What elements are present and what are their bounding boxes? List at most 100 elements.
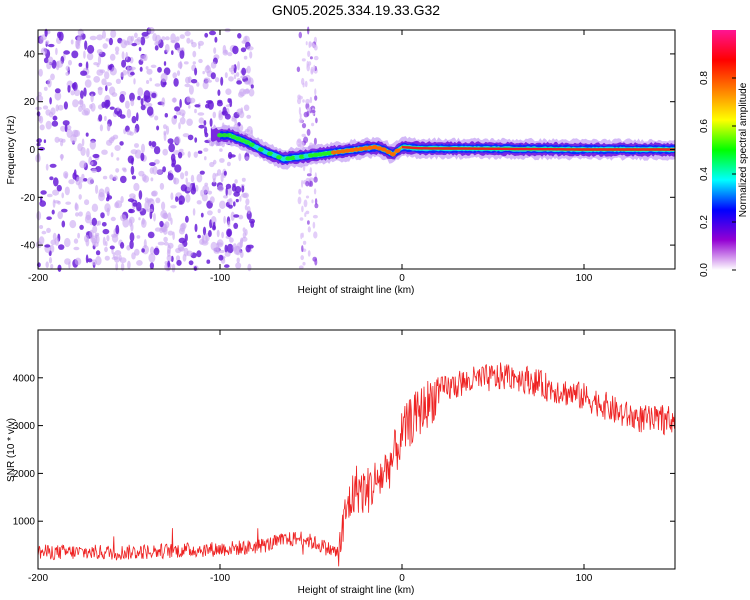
noise-blob: [242, 88, 250, 95]
noise-blob: [36, 142, 41, 147]
noise-blob: [73, 238, 79, 244]
noise-blob: [177, 151, 183, 159]
noise-blob: [130, 165, 135, 175]
noise-blob: [140, 36, 146, 46]
noise-blob: [242, 227, 246, 233]
noise-blob: [58, 31, 64, 41]
noise-blob: [193, 151, 198, 158]
noise-blob: [127, 155, 135, 164]
noise-blob: [50, 264, 54, 269]
noise-blob: [204, 32, 209, 38]
noise-blob: [181, 222, 187, 229]
noise-blob: [202, 226, 207, 236]
ridge-spot: [330, 150, 337, 155]
noise-blob: [223, 170, 227, 176]
noise-blob: [224, 264, 230, 268]
noise-blob: [60, 153, 64, 161]
noise-blob: [128, 208, 133, 213]
noise-blob: [57, 104, 64, 111]
noise-blob: [309, 78, 315, 82]
noise-blob: [315, 117, 318, 124]
noise-blob: [175, 255, 181, 262]
noise-blob: [54, 88, 61, 94]
noise-blob: [125, 51, 128, 61]
noise-blob: [244, 80, 251, 85]
noise-blob: [120, 262, 125, 272]
noise-blob: [80, 70, 88, 76]
noise-blob: [194, 67, 198, 76]
y-tick-label: 40: [24, 49, 36, 60]
noise-blob: [43, 86, 48, 91]
x-tick-label: 100: [576, 273, 593, 284]
noise-blob: [303, 199, 308, 208]
noise-blob: [148, 253, 156, 263]
noise-blob: [201, 193, 208, 202]
noise-blob: [311, 122, 315, 127]
colorbar-tick-label: 0.2: [699, 215, 710, 229]
noise-blob: [120, 242, 125, 249]
noise-blob: [84, 234, 89, 243]
colorbar-tick-label: 0.6: [699, 119, 710, 133]
noise-blob: [141, 143, 145, 153]
noise-blob: [45, 120, 52, 130]
noise-blob: [179, 34, 185, 39]
noise-blob: [148, 140, 152, 147]
noise-blob: [301, 58, 306, 62]
snr-plot-area: [38, 330, 675, 569]
noise-blob: [231, 185, 237, 192]
noise-blob: [197, 234, 201, 239]
noise-blob: [314, 258, 318, 266]
noise-blob: [140, 55, 146, 62]
noise-blob: [155, 34, 162, 45]
spectrogram-y-ticks: -40 -20 0 20 40: [21, 49, 675, 252]
noise-blob: [235, 198, 239, 203]
ridge-spot: [235, 136, 242, 141]
noise-blob: [129, 232, 135, 242]
snr-frame: [37, 329, 676, 570]
noise-blob: [138, 47, 142, 52]
noise-blob: [120, 196, 124, 203]
noise-blob: [71, 50, 79, 59]
noise-blob: [127, 260, 131, 270]
noise-blob: [219, 158, 225, 163]
x-tick-label: -200: [28, 573, 48, 584]
noise-blob: [46, 227, 51, 233]
noise-blob: [150, 177, 154, 182]
colorbar-ticks: 0.0 0.2 0.4 0.6 0.8: [699, 71, 736, 277]
noise-blob: [238, 214, 244, 220]
noise-blob: [133, 78, 136, 85]
ridge-spot: [367, 145, 374, 150]
noise-blob: [216, 229, 220, 238]
noise-blob: [114, 145, 121, 151]
spectrogram-y-axis-label: Frequency (Hz): [6, 116, 17, 185]
noise-blob: [144, 197, 149, 203]
noise-blob: [91, 168, 98, 173]
noise-blob: [227, 52, 233, 57]
noise-blob: [167, 230, 174, 236]
noise-blob: [206, 64, 210, 71]
noise-blob: [240, 107, 244, 113]
noise-blob: [307, 250, 311, 257]
noise-blob: [204, 132, 209, 138]
noise-blob: [227, 98, 231, 103]
noise-blob: [228, 197, 233, 206]
noise-blob: [185, 193, 191, 203]
noise-blob: [211, 181, 217, 187]
noise-blob: [137, 87, 144, 97]
noise-blob: [110, 152, 114, 158]
noise-blob: [314, 198, 318, 205]
noise-blob: [184, 170, 189, 177]
noise-blob: [232, 45, 239, 55]
noise-blob: [181, 113, 185, 118]
noise-blob: [224, 72, 228, 79]
snr-series-line: [37, 362, 676, 567]
noise-blob: [154, 115, 159, 121]
noise-blob: [115, 78, 121, 85]
noise-blob: [173, 115, 177, 119]
noise-blob: [46, 193, 53, 198]
chart-title: GN05.2025.334.19.33.G32: [272, 2, 440, 18]
noise-blob: [75, 212, 79, 217]
noise-blob: [54, 91, 62, 101]
noise-blob: [179, 98, 182, 108]
noise-blob: [101, 149, 108, 155]
